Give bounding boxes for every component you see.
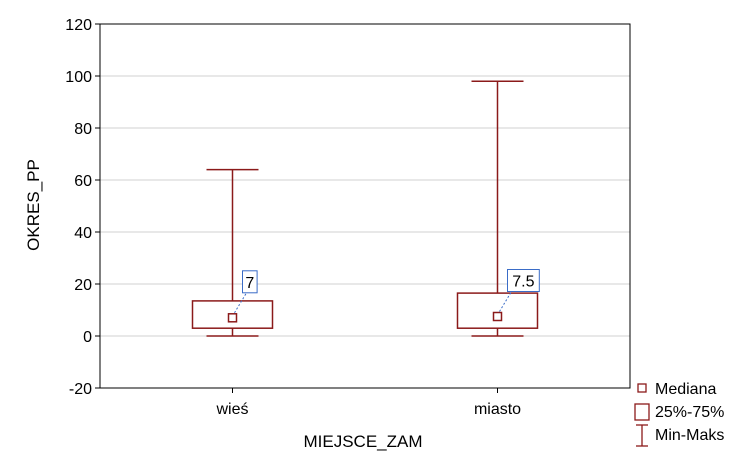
legend-whisker-label: Min-Maks <box>655 427 724 444</box>
legend-median-icon <box>637 383 647 393</box>
x-axis-label: MIEJSCE_ZAM <box>303 432 422 451</box>
median-value-label: 7.5 <box>512 274 534 291</box>
x-tick-label: wieś <box>215 401 248 418</box>
plot-area <box>100 24 630 388</box>
grid-lines <box>100 75 630 337</box>
y-axis-label: OKRES_PP <box>24 159 43 251</box>
median-marker <box>492 311 503 322</box>
x-axis-ticks: wieś miasto <box>215 388 521 418</box>
legend-box-icon <box>634 403 650 421</box>
legend: Mediana 25%-75% Min-Maks <box>634 381 724 447</box>
plot-frame <box>99 23 631 389</box>
y-tick-label: 40 <box>74 225 92 242</box>
y-tick-label: 60 <box>74 173 92 190</box>
median-marker <box>227 313 238 323</box>
y-tick-label: 100 <box>65 69 92 86</box>
box-series: 7 7.5 <box>191 80 540 337</box>
iqr-box <box>456 292 539 329</box>
median-value-box <box>507 269 540 292</box>
y-tick-label: 20 <box>74 277 92 294</box>
y-tick-label: 120 <box>65 17 92 34</box>
box-group: 7.5 <box>456 80 540 337</box>
y-tick-label: -20 <box>69 381 92 398</box>
legend-whisker-icon <box>636 424 648 447</box>
box-group: 7 <box>191 168 274 337</box>
x-tick-label: miasto <box>474 401 521 418</box>
median-value-box <box>242 270 258 294</box>
y-axis-ticks: -20 0 20 40 60 80 100 120 <box>65 17 100 398</box>
median-value-label: 7 <box>245 275 254 292</box>
y-tick-label: 0 <box>83 329 92 346</box>
y-tick-label: 80 <box>74 121 92 138</box>
legend-median-label: Mediana <box>655 381 716 398</box>
legend-box-label: 25%-75% <box>655 404 724 421</box>
